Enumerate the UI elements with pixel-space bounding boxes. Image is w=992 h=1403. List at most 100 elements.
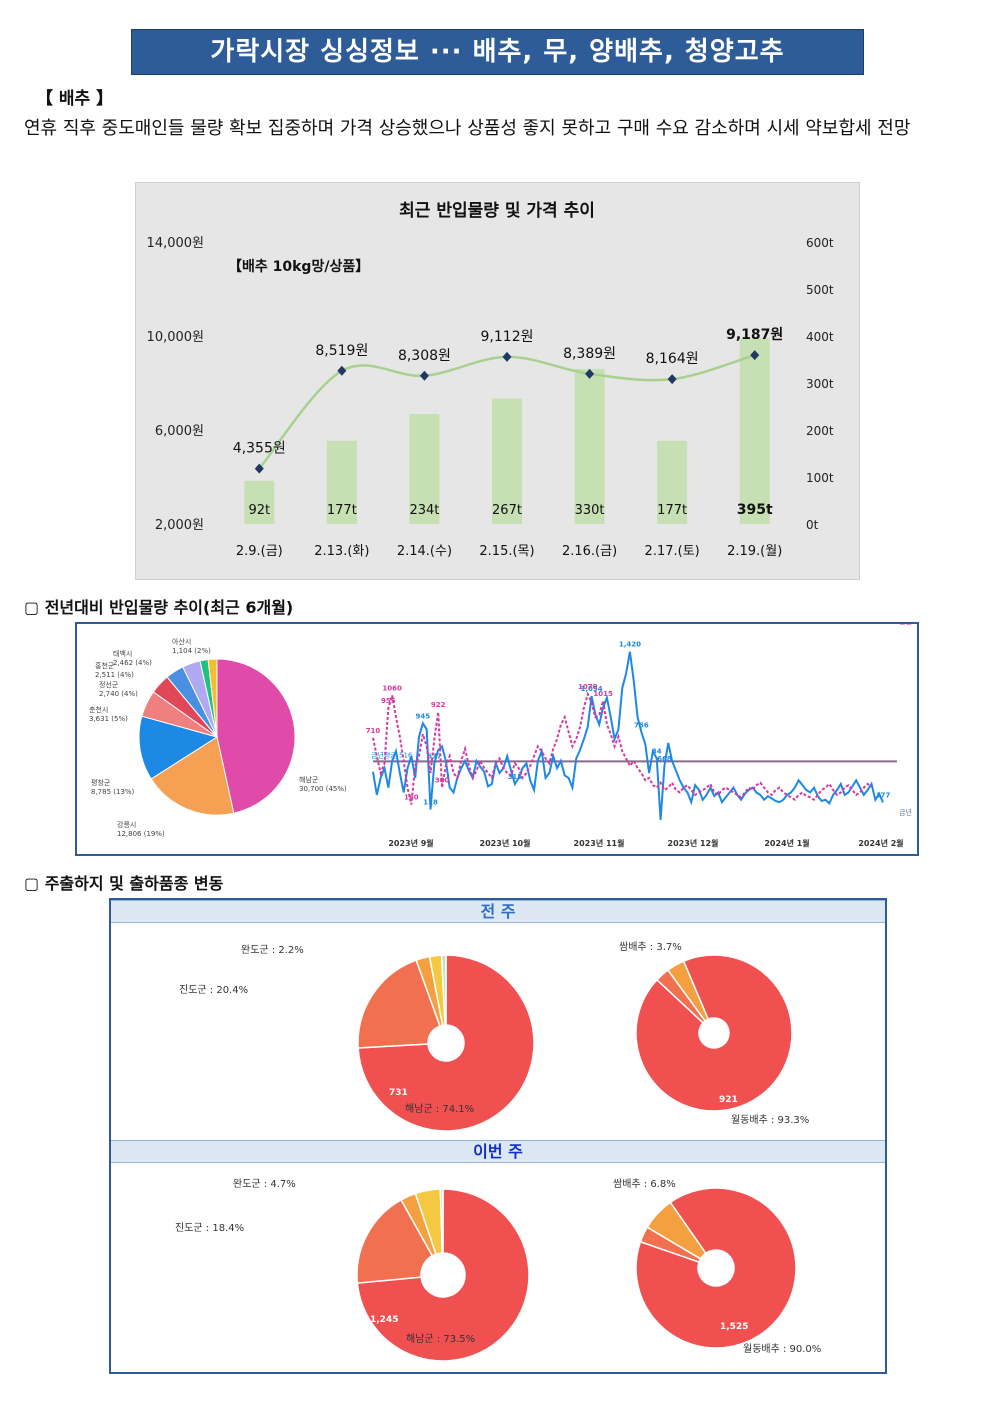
donut-label: 월동배추 : 90.0% <box>743 1343 821 1355</box>
x-axis-label: 2023년 12월 <box>668 838 719 848</box>
section2-title: ▢ 전년대비 반입물량 추이(최근 6개월) <box>24 598 294 617</box>
price-marker <box>585 368 595 379</box>
right-axis-tick: 400t <box>806 330 834 344</box>
series-point-label: 922 <box>431 701 446 709</box>
pie-slice <box>150 736 235 816</box>
donut-slice <box>357 959 441 1049</box>
donut-slice <box>439 1188 444 1254</box>
donut-inner-value: 312 <box>261 1237 280 1247</box>
pie-value: 2,462 (4%) <box>113 659 152 667</box>
pie-label: 춘천시 <box>89 705 108 714</box>
pie-label: 홍천군 <box>95 661 115 670</box>
donut-label: 해남군 : 74.1% <box>405 1102 474 1115</box>
volume-bar <box>492 398 522 524</box>
pie-label: 정선군 <box>99 680 119 689</box>
series-point-label: 955 <box>381 697 396 705</box>
price-marker <box>750 350 760 361</box>
yearly-comparison-panel: 해남군 30,700 (45%) 강릉시 12,806 (19%) 평창군 8,785 (… <box>75 617 919 856</box>
pie-value: 1,104 (2%) <box>172 647 211 655</box>
donut-label: 완도군 : 4.7% <box>233 1178 296 1190</box>
pie-label: 평창군 <box>91 778 111 787</box>
right-axis-tick: 200t <box>806 424 834 438</box>
price-label: 9,187원 <box>726 327 783 343</box>
right-axis-tick: 100t <box>806 471 834 485</box>
category-label: 2.9.(금) <box>236 544 283 559</box>
donut-label: 월동배추 : 93.3% <box>731 1114 809 1126</box>
series-point-label: 945 <box>416 712 431 720</box>
price-marker <box>419 370 429 381</box>
pie-value: 8,785 (13%) <box>91 788 135 796</box>
volume-label: 330t <box>575 503 605 518</box>
donut-slice <box>635 1187 797 1349</box>
volume-bar <box>657 440 688 524</box>
price-marker <box>254 463 264 474</box>
volume-label: 177t <box>327 503 357 518</box>
volume-bar <box>739 338 770 524</box>
donut-label: 진도군 : 20.4% <box>179 984 248 996</box>
left-axis-tick: 6,000원 <box>155 424 204 439</box>
x-axis-label: 2024년 2월 <box>858 838 903 848</box>
pie-value: 12,806 (19%) <box>117 830 165 838</box>
donut-slice <box>356 1188 530 1362</box>
series-point-label: 309 <box>876 624 891 626</box>
price-label: 4,355원 <box>233 441 286 457</box>
pie-label: 강릉시 <box>117 820 136 829</box>
series-point-label: 160 <box>404 794 419 802</box>
donut-slice <box>440 954 447 1026</box>
pie-value: 30,700 (45%) <box>299 785 347 793</box>
right-axis-tick: 500t <box>806 283 834 297</box>
category-label: 2.14.(수) <box>397 544 452 559</box>
volume-bar <box>574 368 605 524</box>
price-label: 8,164원 <box>646 351 699 367</box>
category-label: 2.19.(월) <box>727 544 782 559</box>
series-point-label: 177 <box>876 792 891 800</box>
series-point-label: 1060 <box>382 684 402 692</box>
category-label: 2.15.(목) <box>479 544 534 559</box>
pie-value: 2,740 (4%) <box>99 690 138 698</box>
series-point-label: 677 <box>427 752 442 760</box>
donut-slice <box>357 954 535 1132</box>
volume-bar <box>409 414 440 524</box>
volume-label: 267t <box>492 503 522 518</box>
series-line-1 <box>372 691 873 805</box>
section-label: 【 배추 】 <box>36 89 114 109</box>
volume-label: 177t <box>657 503 687 518</box>
pie-label: 태백시 <box>113 649 132 658</box>
series-point-label: 1,420 <box>619 641 641 649</box>
left-axis-tick: 10,000원 <box>147 330 204 345</box>
page-title: 가락시장 싱싱정보 ··· 배추, 무, 양배추, 청양고추 <box>131 29 864 75</box>
series-line-0 <box>372 651 884 820</box>
price-marker <box>337 365 347 376</box>
x-axis-label: 2023년 9월 <box>388 838 433 848</box>
left-axis-tick: 14,000원 <box>147 236 204 251</box>
price-label: 8,519원 <box>315 343 368 359</box>
pie-value: 3,631 (5%) <box>89 715 128 723</box>
right-axis-tick: 0t <box>806 518 819 532</box>
week-band-this: 이번 주 <box>111 1140 885 1163</box>
category-label: 2.16.(금) <box>562 544 617 559</box>
price-label: 8,389원 <box>563 346 616 362</box>
category-label: 2.13.(화) <box>314 544 369 559</box>
x-axis-label: 2024년 1월 <box>764 838 809 848</box>
donut-inner-value: 1,245 <box>370 1315 398 1325</box>
donut-slice <box>646 1201 707 1260</box>
series-point-label: 1,054 <box>580 685 602 693</box>
section3-title: ▢ 주출하지 및 출하품종 변동 <box>24 874 224 893</box>
pie-label: 해남군 <box>299 775 319 784</box>
pie-label: 아산시 <box>172 637 191 646</box>
series-point-label: 34 <box>652 747 662 755</box>
series-point-label: 315 <box>508 773 523 781</box>
series-point-label: 1070 <box>578 683 598 691</box>
donut-label: 쌈배추 : 3.7% <box>619 941 682 953</box>
category-label: 2.17.(토) <box>645 544 700 559</box>
donut-label: 쌈배추 : 6.8% <box>613 1178 676 1190</box>
donut-inner-value: 1,525 <box>720 1322 748 1332</box>
price-label: 9,112원 <box>481 329 534 345</box>
volume-label: 92t <box>248 503 270 518</box>
series-point-label: 118 <box>423 798 438 806</box>
donut-inner-value: 731 <box>389 1088 408 1098</box>
reference-label: 금년평균 516 <box>371 750 413 759</box>
donut-inner-value: 201 <box>268 999 287 1009</box>
donut-inner-value: 921 <box>719 1095 738 1105</box>
price-label: 8,308원 <box>398 348 451 364</box>
